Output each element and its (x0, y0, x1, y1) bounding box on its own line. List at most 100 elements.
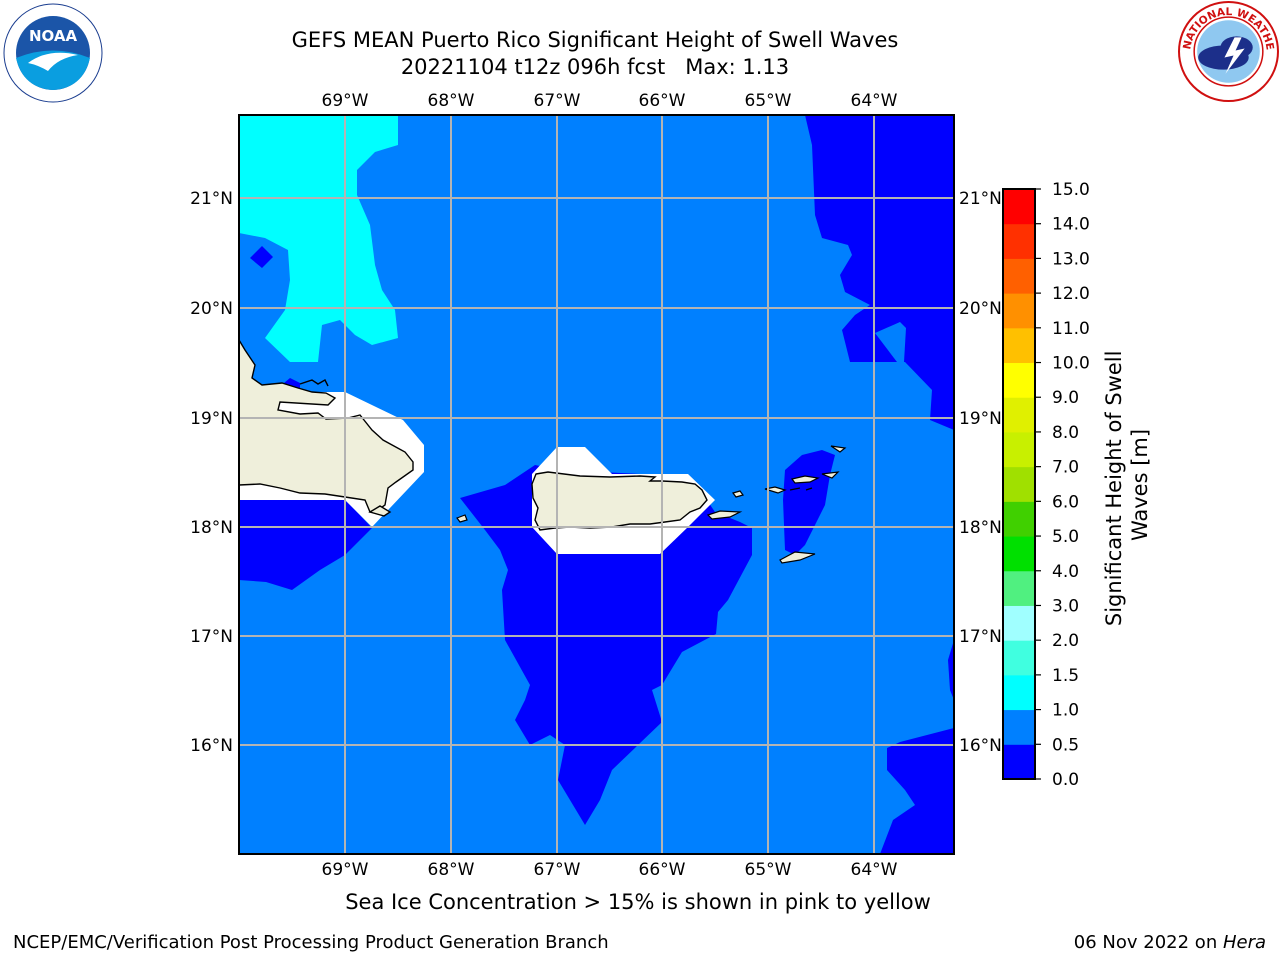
land-anegada (830, 445, 847, 453)
lat-label: 18°N (190, 518, 233, 538)
swell-0.0-0.5-region-southeast (948, 640, 954, 700)
lon-label: 69°W (322, 860, 369, 880)
lon-label: 67°W (534, 860, 581, 880)
colorbar-segment (1003, 327, 1035, 364)
colorbar-segment (1003, 431, 1035, 468)
swell-0.0-0.5-region-center (460, 465, 752, 825)
colorbar-segment (1003, 744, 1035, 780)
colorbar-segments (1003, 189, 1035, 780)
gridlines (239, 115, 954, 854)
map-plot-area (239, 115, 954, 854)
land-vieques (706, 510, 743, 520)
colorbar-segment (1003, 570, 1035, 606)
colorbar-tick-label: 15.0 (1052, 180, 1090, 200)
colorbar-tick-label: 10.0 (1052, 354, 1090, 374)
lat-label: 21°N (959, 189, 1002, 209)
land-culebra (731, 490, 745, 498)
lat-label: 17°N (959, 627, 1002, 647)
colorbar-tick-label: 2.0 (1052, 631, 1079, 651)
land-hispaniola-cape (368, 505, 392, 517)
lon-label: 65°W (745, 860, 792, 880)
colorbar-frame (1002, 188, 1036, 780)
lon-labels-top: 69°W 68°W 67°W 66°W 65°W 64°W (322, 91, 898, 111)
colorbar-tick-label: 1.0 (1052, 701, 1079, 721)
colorbar-segment (1003, 293, 1035, 329)
footer-date: 06 Nov 2022 on Hera (1074, 932, 1266, 953)
colorbar-segment (1003, 709, 1035, 745)
land-mona-island (456, 514, 468, 523)
colorbar-segment (1003, 223, 1035, 259)
chart-title: GEFS MEAN Puerto Rico Significant Height… (291, 28, 899, 52)
lon-label: 67°W (534, 91, 581, 111)
lat-label: 16°N (959, 736, 1002, 756)
colorbar-tick-label: 0.5 (1052, 735, 1079, 755)
swell-0.0-0.5-region-west (239, 500, 372, 590)
colorbar-ticks: 0.0 0.5 1.0 1.5 2.0 3.0 4.0 5.0 6.0 7.0 8.0 9.0 10.0… (1035, 180, 1090, 790)
land-st-thomas (764, 486, 787, 494)
lat-labels-left: 21°N 20°N 19°N 18°N 17°N 16°N (190, 189, 233, 756)
colorbar-tick-label: 9.0 (1052, 388, 1079, 408)
colorbar-tick-label: 13.0 (1052, 249, 1090, 269)
colorbar-tick-label: 3.0 (1052, 596, 1079, 616)
footer-host: Hera (1222, 932, 1266, 953)
land-st-croix (779, 551, 816, 564)
noaa-logo: NOAA (3, 3, 103, 103)
colorbar-segment (1003, 536, 1035, 572)
land-virgin-gorda (821, 471, 840, 479)
lat-label: 21°N (190, 189, 233, 209)
colorbar-tick-label: 8.0 (1052, 423, 1079, 443)
colorbar-segment (1003, 501, 1035, 537)
chart-subtitle: 20221104 t12z 096h fcst Max: 1.13 (400, 55, 790, 79)
colorbar-tick-label: 11.0 (1052, 319, 1090, 339)
colorbar-segment (1003, 605, 1035, 641)
land-tortola (790, 475, 820, 484)
lon-label: 69°W (322, 91, 369, 111)
lat-label: 20°N (190, 299, 233, 319)
colorbar-tick-label: 0.0 (1052, 770, 1079, 790)
swell-0.0-0.5-region-se-corner (880, 728, 954, 854)
footer-date-text: 06 Nov 2022 on (1073, 932, 1223, 953)
noaa-logo-text: NOAA (29, 27, 78, 45)
colorbar: 0.0 0.5 1.0 1.5 2.0 3.0 4.0 5.0 6.0 7.0 8.0 9.0 10.0… (1001, 180, 1152, 790)
land-hispaniola (239, 338, 414, 513)
colorbar-segment (1003, 674, 1035, 711)
lon-label: 64°W (851, 91, 898, 111)
lat-label: 17°N (190, 627, 233, 647)
colorbar-label: Significant Height of Swell Waves [m] (1102, 344, 1152, 626)
colorbar-segment (1003, 362, 1035, 398)
lon-label: 65°W (745, 91, 792, 111)
lat-label: 16°N (190, 736, 233, 756)
land-tortuga (299, 379, 329, 387)
colorbar-tick-label: 6.0 (1052, 492, 1079, 512)
swell-0.0-0.5-region-east (805, 115, 954, 430)
lon-label: 64°W (851, 860, 898, 880)
colorbar-label-line1: Significant Height of Swell (1102, 351, 1126, 627)
colorbar-tick-label: 12.0 (1052, 284, 1090, 304)
nws-logo: NATIONAL WEATHER SERVICE (1178, 1, 1279, 102)
swell-1.0-1.5-region (239, 115, 398, 362)
colorbar-label-line2: Waves [m] (1128, 429, 1152, 541)
colorbar-tick-label: 4.0 (1052, 562, 1079, 582)
colorbar-segment (1003, 397, 1035, 433)
sea-ice-note: Sea Ice Concentration > 15% is shown in … (345, 890, 931, 914)
swell-0.5-1.0-island-east (875, 322, 906, 362)
lat-label: 19°N (190, 409, 233, 429)
lat-label: 19°N (959, 409, 1002, 429)
swell-0.0-0.5-spot (250, 246, 273, 268)
colorbar-tick-label: 5.0 (1052, 527, 1079, 547)
land-small-islands (789, 487, 813, 491)
swell-0.0-0.5-region-islands (783, 450, 835, 555)
colorbar-tick-label: 1.5 (1052, 666, 1079, 686)
lon-label: 68°W (428, 860, 475, 880)
map-frame (238, 114, 955, 855)
colorbar-segment (1003, 466, 1035, 502)
footer-credit: NCEP/EMC/Verification Post Processing Pr… (13, 932, 609, 953)
lon-labels-bottom: 69°W 68°W 67°W 66°W 65°W 64°W (322, 860, 898, 880)
lat-labels-right: 21°N 20°N 19°N 18°N 17°N 16°N (959, 189, 1002, 756)
lat-label: 18°N (959, 518, 1002, 538)
lon-label: 66°W (639, 91, 686, 111)
colorbar-segment (1003, 640, 1035, 676)
colorbar-segment (1003, 258, 1035, 294)
lon-label: 68°W (428, 91, 475, 111)
